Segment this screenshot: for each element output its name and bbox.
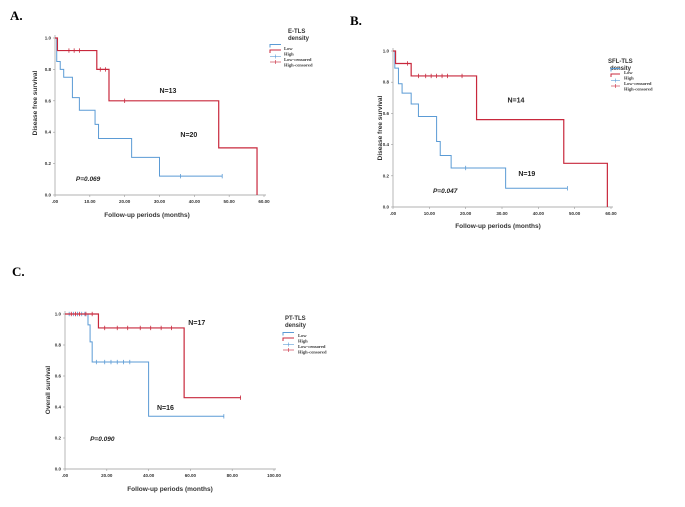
x-tick-label: 100.00 — [267, 473, 281, 478]
x-tick-label: 40.00 — [533, 211, 545, 216]
legend-swatch-high — [610, 73, 620, 77]
y-tick-label: 0.0 — [383, 205, 390, 210]
y-tick-label: 0.2 — [45, 161, 52, 166]
panel-b: B. Disease free survival Follow-up perio… — [350, 13, 653, 230]
legend-label-high-censored: High-censored — [284, 63, 313, 68]
x-tick-label: 40.00 — [189, 199, 201, 204]
legend-label-low-censored: Low-censored — [298, 344, 326, 349]
legend-swatch-low — [269, 44, 281, 48]
x-axis-label: Follow-up periods (months) — [127, 486, 213, 493]
y-tick-label: 0.2 — [55, 436, 62, 441]
y-tick-label: 0.4 — [383, 142, 390, 147]
legend-swatch-high — [282, 337, 294, 341]
p-value: P=0.047 — [433, 188, 458, 195]
legend-swatch-high — [269, 49, 281, 53]
p-value: P=0.069 — [76, 176, 101, 183]
legend-label-high-censored: High-censored — [298, 350, 327, 355]
legend-label-low-censored: Low-censored — [284, 57, 312, 62]
x-tick-label: .00 — [390, 211, 397, 216]
legend-title-line1: PT-TLS — [285, 316, 306, 322]
x-tick-label: 60.00 — [605, 211, 617, 216]
survival-curve-high — [393, 50, 608, 207]
panel-letter-a: A. — [10, 8, 23, 23]
legend-title-line2: density — [285, 323, 307, 329]
x-tick-label: 30.00 — [496, 211, 508, 216]
y-tick-label: 0.2 — [383, 173, 390, 178]
x-axis-label: Follow-up periods (months) — [104, 212, 190, 219]
x-tick-label: 50.00 — [224, 199, 236, 204]
x-tick-label: 40.00 — [143, 473, 155, 478]
x-tick-label: .00 — [52, 199, 59, 204]
n-label-low: N=16 — [157, 405, 174, 412]
legend-title-line1: SFL-TLS — [608, 59, 633, 65]
survival-curve-low — [393, 50, 568, 189]
legend-label-high: High — [284, 52, 294, 57]
y-tick-label: 0.4 — [45, 130, 52, 135]
y-tick-label: 0.0 — [45, 193, 52, 198]
legend-title-line1: E-TLS — [288, 29, 305, 35]
x-tick-label: 20.00 — [119, 199, 131, 204]
survival-curve-low — [55, 37, 223, 177]
legend-title-line2: density — [288, 36, 310, 42]
x-axis-label: Follow-up periods (months) — [455, 223, 541, 230]
legend-label-low: Low — [624, 70, 633, 75]
x-tick-label: 20.00 — [460, 211, 472, 216]
y-tick-label: 0.6 — [45, 98, 52, 103]
y-tick-label: 0.8 — [45, 67, 52, 72]
survival-curve-high — [55, 37, 258, 195]
n-label-low: N=19 — [518, 171, 535, 178]
legend-label-low-censored: Low-censored — [624, 81, 652, 86]
y-tick-label: 0.8 — [383, 80, 390, 85]
n-label-high: N=13 — [160, 88, 177, 95]
survival-curve-high — [65, 313, 241, 399]
x-tick-label: 60.00 — [185, 473, 197, 478]
legend-label-low: Low — [298, 333, 307, 338]
panel-letter-c: C. — [12, 264, 25, 279]
y-axis-label: Disease free survival — [377, 95, 384, 160]
p-value: P=0.090 — [90, 436, 115, 443]
panel-c: C. Overall survival Follow-up periods (m… — [12, 264, 327, 493]
legend-label-low: Low — [284, 46, 293, 51]
legend-label-high: High — [624, 76, 634, 81]
legend-swatch-low — [610, 68, 620, 72]
legend-swatch-low — [282, 332, 294, 336]
y-tick-label: 1.0 — [55, 312, 62, 317]
legend-label-high-censored: High-censored — [624, 87, 653, 92]
panel-a: A. Disease free survival Follow-up perio… — [10, 8, 313, 219]
y-axis-label: Overall survival — [45, 366, 52, 415]
n-label-low: N=20 — [180, 132, 197, 139]
x-tick-label: .00 — [62, 473, 69, 478]
survival-curve-low — [65, 313, 224, 417]
y-tick-label: 1.0 — [383, 49, 390, 54]
x-tick-label: 30.00 — [154, 199, 166, 204]
y-tick-label: 0.4 — [55, 405, 62, 410]
x-tick-label: 10.00 — [424, 211, 436, 216]
x-tick-label: 60.00 — [258, 199, 270, 204]
y-tick-label: 0.6 — [55, 374, 62, 379]
y-tick-label: 1.0 — [45, 36, 52, 41]
y-axis-label: Disease free survival — [32, 70, 39, 135]
y-tick-label: 0.0 — [55, 467, 62, 472]
x-tick-label: 50.00 — [569, 211, 581, 216]
panel-letter-b: B. — [350, 13, 362, 28]
n-label-high: N=14 — [507, 97, 524, 104]
y-tick-label: 0.6 — [383, 111, 390, 116]
x-tick-label: 80.00 — [227, 473, 239, 478]
n-label-high: N=17 — [188, 320, 205, 327]
y-tick-label: 0.8 — [55, 343, 62, 348]
legend-label-high: High — [298, 339, 308, 344]
legend-title-line2: density — [610, 66, 632, 72]
x-tick-label: 10.00 — [84, 199, 96, 204]
x-tick-label: 20.00 — [101, 473, 113, 478]
